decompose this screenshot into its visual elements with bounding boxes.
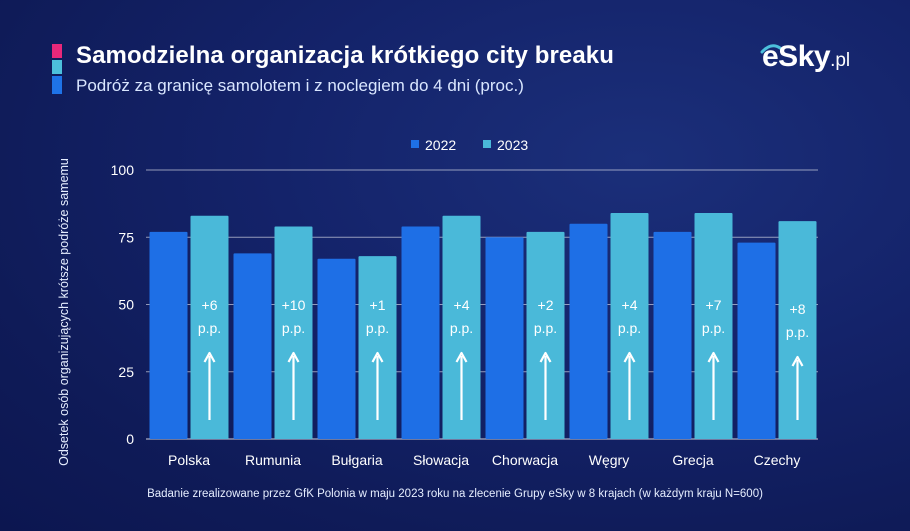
- up-arrow-head-icon: [623, 351, 636, 363]
- chart-subtitle: Podróż za granicę samolotem i z noclegie…: [76, 76, 524, 95]
- bar-2023: [778, 221, 817, 439]
- x-tick-label: Bułgaria: [331, 452, 383, 468]
- change-label-value: +7: [706, 297, 722, 313]
- change-label-value: +4: [454, 297, 470, 313]
- change-label-value: +2: [538, 297, 554, 313]
- legend-label-2022: 2022: [425, 137, 456, 153]
- bar-2022: [317, 258, 356, 439]
- change-label-unit: p.p.: [450, 320, 473, 336]
- bar-2023: [358, 256, 397, 439]
- x-tick-label: Czechy: [754, 452, 801, 468]
- up-arrow-head-icon: [455, 351, 468, 363]
- up-arrow-head-icon: [287, 351, 300, 363]
- legend-swatch-2022: [411, 140, 419, 148]
- bar-2023: [610, 213, 649, 439]
- change-label-unit: p.p.: [366, 320, 389, 336]
- bar-2022: [233, 253, 272, 439]
- change-label-unit: p.p.: [198, 320, 221, 336]
- y-tick-label: 100: [111, 162, 135, 178]
- bar-2023: [526, 231, 565, 439]
- legend-label-2023: 2023: [497, 137, 528, 153]
- accent-bar-blue: [52, 76, 62, 94]
- accent-bar-pink: [52, 44, 62, 58]
- bar-2022: [569, 223, 608, 439]
- bar-2022: [485, 237, 524, 439]
- bar-2023: [274, 226, 313, 439]
- y-tick-label: 75: [118, 229, 134, 245]
- accent-bar-cyan: [52, 60, 62, 74]
- change-label-value: +8: [790, 301, 806, 317]
- x-tick-label: Grecja: [672, 452, 713, 468]
- up-arrow-head-icon: [203, 351, 216, 363]
- x-tick-label: Rumunia: [245, 452, 301, 468]
- change-label-unit: p.p.: [786, 324, 809, 340]
- logo-main: eSky: [762, 40, 831, 73]
- logo-suffix: .pl: [830, 50, 851, 71]
- x-tick-label: Chorwacja: [492, 452, 558, 468]
- logo-swoosh-icon: [760, 44, 782, 54]
- change-label-unit: p.p.: [702, 320, 725, 336]
- change-label-value: +6: [202, 297, 218, 313]
- up-arrow-head-icon: [791, 355, 804, 367]
- change-label-value: +4: [622, 297, 638, 313]
- bar-2023: [694, 213, 733, 439]
- bar-2022: [401, 226, 440, 439]
- legend-swatch-2023: [483, 140, 491, 148]
- bar-2022: [653, 231, 692, 439]
- change-label-value: +1: [370, 297, 386, 313]
- y-tick-label: 25: [118, 364, 134, 380]
- y-tick-label: 50: [118, 297, 134, 313]
- up-arrow-head-icon: [707, 351, 720, 363]
- esky-logo: eSky.pl: [762, 40, 850, 74]
- y-tick-label: 0: [126, 431, 134, 447]
- bar-2023: [442, 215, 481, 439]
- x-tick-label: Węgry: [589, 452, 629, 468]
- change-label-unit: p.p.: [618, 320, 641, 336]
- chart-title: Samodzielna organizacja krótkiego city b…: [76, 42, 615, 69]
- change-label-unit: p.p.: [282, 320, 305, 336]
- up-arrow-head-icon: [539, 351, 552, 363]
- bar-2022: [737, 242, 776, 439]
- footnote: Badanie zrealizowane przez GfK Polonia w…: [147, 488, 763, 500]
- bar-2023: [190, 215, 229, 439]
- x-tick-label: Polska: [168, 452, 210, 468]
- bar-2022: [149, 231, 188, 439]
- x-tick-label: Słowacja: [413, 452, 469, 468]
- change-label-value: +10: [282, 297, 306, 313]
- change-label-unit: p.p.: [534, 320, 557, 336]
- up-arrow-head-icon: [371, 351, 384, 363]
